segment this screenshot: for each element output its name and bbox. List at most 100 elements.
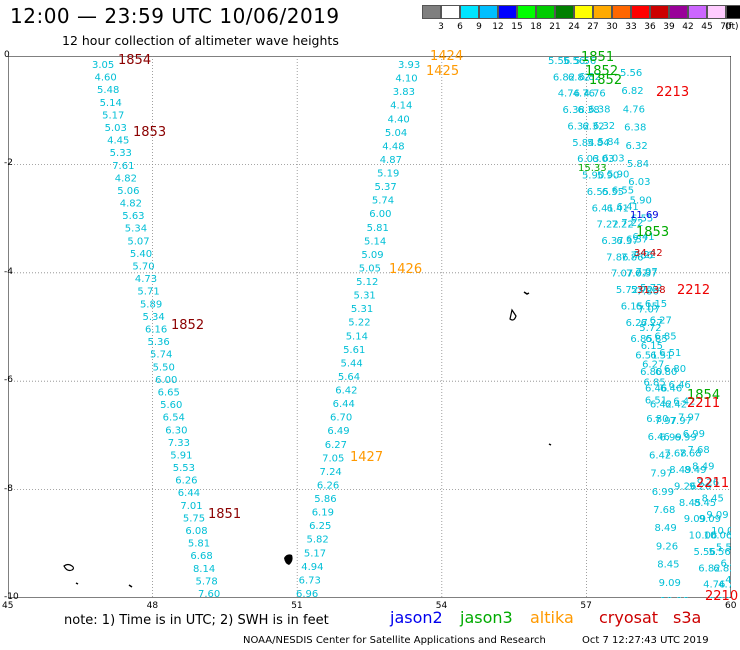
swh-value: 7.68: [664, 449, 686, 460]
color-scale-swatch: [555, 5, 574, 19]
pass-label: 2212: [677, 283, 711, 298]
swh-value: 6.15: [645, 299, 667, 310]
color-scale-label: 21: [549, 22, 561, 32]
lat-tick-label: -8: [4, 483, 13, 494]
swh-value: 6.37: [626, 234, 648, 245]
swh-value: 6.55: [602, 187, 624, 198]
swh-value: 5.12: [356, 277, 378, 288]
swh-value: 5.14: [346, 331, 368, 342]
swh-value: 6.68: [190, 551, 212, 562]
island-outline: [128, 584, 133, 588]
swh-value: 6.85: [654, 332, 676, 343]
lat-tick-label: -6: [4, 375, 13, 386]
swh-value: 7.68: [653, 505, 675, 516]
color-scale-label: 12: [492, 22, 504, 32]
swh-value: 5.91: [170, 450, 192, 461]
swh-value: 6.99: [660, 432, 682, 443]
swh-value: 5.70: [132, 262, 154, 273]
swh-value: 5.84: [572, 138, 594, 149]
swh-value: 5.34: [125, 224, 147, 235]
swh-value: 6.00: [155, 375, 177, 386]
pass-label: 1427: [350, 450, 384, 465]
swh-value: 6.38: [578, 105, 600, 116]
wave-height-tracks: 3.054.605.485.145.175.034.455.337.614.82…: [92, 56, 731, 598]
color-scale-label: 9: [476, 22, 482, 32]
lon-tick-label: 60: [725, 601, 737, 611]
swh-value: 6.42: [649, 450, 671, 461]
color-scale-swatch: [574, 5, 593, 19]
island-outline: [523, 291, 530, 295]
swh-value: 7.97: [670, 416, 692, 427]
swh-value: 5.63: [122, 211, 144, 222]
color-scale-label: 27: [587, 22, 599, 32]
swh-value: 6.00: [369, 209, 391, 220]
swh-value: 6.38: [730, 591, 731, 598]
swh-value: 5.34: [142, 312, 164, 323]
swh-value: 5.81: [188, 539, 210, 550]
swh-value: 7.60: [198, 589, 220, 598]
swh-value: 7.05: [322, 453, 344, 464]
swh-value: 8.49: [684, 465, 706, 476]
color-scale-swatch: [536, 5, 555, 19]
swh-value: 4.82: [120, 199, 142, 210]
color-scale-swatch: [631, 5, 650, 19]
swh-value: 6.41: [617, 202, 639, 213]
swh-value: 5.40: [130, 249, 152, 260]
swh-value: 6.65: [158, 387, 180, 398]
swh-value: 5.19: [377, 169, 399, 180]
pass-label: 1851: [208, 507, 242, 522]
swh-value: 5.04: [385, 128, 407, 139]
swh-value: 5.56: [693, 547, 715, 558]
swh-value: 5.78: [195, 576, 217, 587]
pass-label: 2210: [705, 589, 739, 604]
swh-value: 6.55: [587, 187, 609, 198]
swh-value: 10.06: [704, 531, 731, 542]
swh-value: 8.49: [654, 523, 676, 534]
color-scale-label: 33: [625, 22, 637, 32]
swh-value: 6.99: [683, 429, 705, 440]
swh-value: 6.32: [582, 121, 604, 132]
swh-value: 7.97: [678, 413, 700, 424]
color-scale-swatch: [498, 5, 517, 19]
swh-value: 6.46: [648, 432, 670, 443]
swh-value: 10.06: [689, 531, 718, 542]
color-scale-label: 70: [720, 22, 732, 32]
swh-value: 4.48: [382, 141, 404, 152]
swh-value: 5.44: [340, 358, 362, 369]
swh-value: 7.97: [655, 416, 677, 427]
swh-value: 3.05: [92, 60, 114, 71]
swh-value: 5.05: [359, 263, 381, 274]
swh-value: 6.42: [673, 396, 695, 407]
swh-value: 8.14: [193, 564, 215, 575]
swh-value: 5.56: [563, 56, 585, 67]
swh-value: 5.17: [102, 110, 124, 121]
swh-value: 6.73: [299, 575, 321, 586]
swh-value: 6.82: [579, 72, 601, 83]
legend-jason3: jason3: [460, 608, 513, 627]
legend-jason2: jason2: [390, 608, 443, 627]
pass-label: 2211: [696, 476, 730, 491]
swh-value: 5.72: [631, 285, 653, 296]
lon-tick-label: 57: [580, 601, 592, 611]
swh-value: 5.72: [639, 323, 661, 334]
footer-timestamp: Oct 7 12:27:43 UTC 2019: [582, 635, 709, 646]
swh-value: 4.76: [623, 104, 645, 115]
swh-value: 7.68: [679, 449, 701, 460]
swh-value: 7.07: [626, 269, 648, 280]
swh-value: 6.85: [630, 334, 652, 345]
swh-value: 6.80: [664, 364, 686, 375]
swh-value: 34.42: [634, 248, 663, 259]
swh-value: 7.22: [621, 218, 643, 229]
color-scale-label: 24: [568, 22, 580, 32]
swh-value: 5.89: [140, 299, 162, 310]
swh-value: 4.82: [115, 173, 137, 184]
pass-label: 1852: [585, 64, 619, 79]
swh-value: 5.31: [354, 291, 376, 302]
island-outline: [284, 554, 293, 565]
pass-label: 2211: [687, 396, 721, 411]
swh-value: 5.75: [183, 513, 205, 524]
swh-value: 6.27: [626, 318, 648, 329]
swh-value: 6.96: [296, 589, 318, 598]
swh-value: 6.25: [309, 521, 331, 532]
swh-value: 6.42: [335, 386, 357, 397]
